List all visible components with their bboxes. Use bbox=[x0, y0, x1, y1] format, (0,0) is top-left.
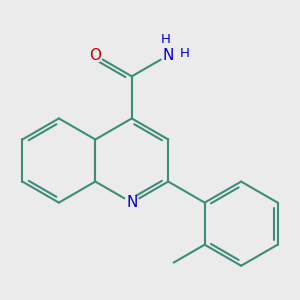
Text: H: H bbox=[179, 47, 189, 60]
Text: O: O bbox=[89, 48, 101, 63]
Circle shape bbox=[124, 196, 139, 210]
Circle shape bbox=[88, 48, 103, 62]
Circle shape bbox=[161, 48, 176, 62]
Text: N: N bbox=[126, 195, 137, 210]
Text: H: H bbox=[161, 33, 171, 46]
Text: N: N bbox=[163, 48, 174, 63]
